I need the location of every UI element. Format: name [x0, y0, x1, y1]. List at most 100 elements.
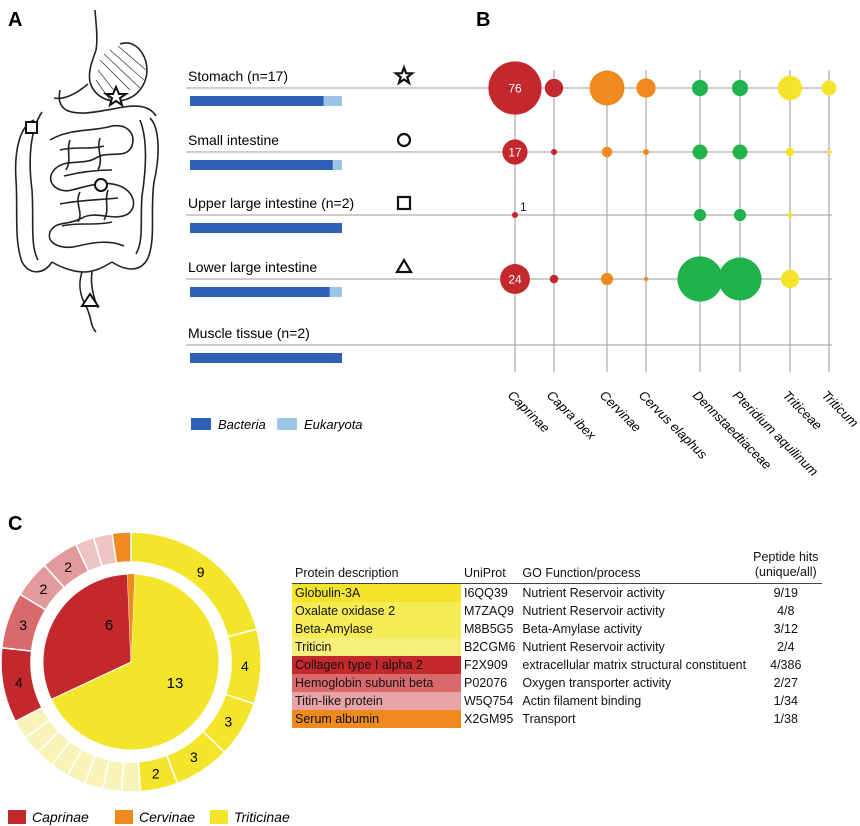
bubbles: 76 17 1 24	[488, 61, 837, 302]
protein-table: Protein description UniProt GO Function/…	[292, 550, 823, 728]
header-peptide-hits-line1: Peptide hits	[753, 550, 819, 564]
inner-slice-label: 13	[167, 675, 184, 692]
bubble	[821, 80, 837, 96]
category-label: Triticeae	[780, 388, 825, 433]
uniprot-cell: W5Q754	[464, 694, 514, 708]
bubble	[600, 272, 614, 286]
sample-label: Muscle tissue (n=2)	[188, 325, 310, 341]
outer-slice-label: 2	[152, 765, 160, 781]
sunburst-chart: 9 4 3 3 2 4 3 2 2 13 6	[0, 531, 262, 793]
digestive-tract-illustration	[14, 9, 159, 333]
sample-rows: Stomach (n=17) Small intestine Upper large…	[188, 64, 416, 363]
table-row: Serum albumin X2GM95 Transport 1/38	[292, 710, 822, 728]
legend-swatch-triticinae	[210, 810, 228, 824]
uniprot-cell: X2GM95	[464, 712, 514, 726]
peptide-hits-cell: 1/34	[773, 694, 798, 708]
category-label: Caprinae	[505, 388, 553, 436]
table-header-row: Protein description UniProt GO Function/…	[292, 550, 823, 584]
bubble	[732, 144, 748, 160]
uniprot-cell: M7ZAQ9	[464, 604, 515, 618]
peptide-hits-cell: 2/4	[777, 640, 795, 654]
legend-label-caprinae: Caprinae	[32, 809, 89, 825]
bubble	[780, 269, 800, 289]
panel-letter-a: A	[8, 9, 22, 31]
outer-slice-label: 4	[241, 658, 249, 674]
star-icon	[392, 64, 416, 86]
legend-swatch-cervinae	[115, 810, 133, 824]
go-function-cell: Transport	[522, 712, 576, 726]
uniprot-cell: B2CGM6	[464, 640, 516, 654]
sample-label: Lower large intestine	[188, 259, 317, 275]
protein-description-cell: Oxalate oxidase 2	[292, 602, 461, 620]
bubble	[785, 147, 795, 157]
stomach-hatching	[95, 45, 147, 101]
inner-slice-label: 6	[105, 617, 113, 634]
outer-slice	[120, 760, 142, 793]
bubble	[643, 276, 649, 282]
outer-slice-label: 3	[224, 713, 232, 729]
square-icon	[396, 195, 412, 211]
stomach-star-icon	[102, 84, 130, 108]
category-label: Triticum	[819, 388, 860, 431]
table-row: Beta-Amylase M8B5G5 Beta-Amylase activity 3…	[292, 620, 822, 638]
eukaryota-bar	[323, 96, 342, 106]
bubble	[549, 274, 559, 284]
panel-letter-c: C	[8, 513, 22, 535]
bubble	[550, 148, 558, 156]
pie-legend: Caprinae Cervinae Triticinae	[8, 809, 290, 825]
peptide-hits-cell: 4/386	[770, 658, 802, 672]
bubble	[488, 61, 542, 115]
legend-label-eukaryota: Eukaryota	[304, 417, 363, 432]
peptide-hits-cell: 1/38	[773, 712, 798, 726]
outer-slice-label: 2	[64, 559, 72, 575]
peptide-hits-cell: 9/19	[773, 586, 798, 600]
bubble	[787, 212, 793, 218]
peptide-hits-cell: 2/27	[773, 676, 798, 690]
bubble	[692, 144, 708, 160]
bubble	[826, 149, 832, 155]
protein-description-cell: Beta-Amylase	[292, 620, 461, 638]
legend-label-cervinae: Cervinae	[139, 809, 195, 825]
bubble	[733, 208, 747, 222]
eukaryota-bar	[332, 160, 342, 170]
inner-slice	[42, 573, 132, 700]
bubble	[691, 79, 709, 97]
bacteria-bar	[190, 287, 330, 297]
uniprot-cell: I6QQ39	[464, 586, 508, 600]
legend-label-bacteria: Bacteria	[218, 417, 266, 432]
bubble	[642, 148, 650, 156]
uniprot-cell: M8B5G5	[464, 622, 514, 636]
sample-label: Stomach (n=17)	[188, 68, 288, 84]
header-peptide-hits: Peptide hits (unique/all)	[750, 550, 823, 584]
go-function-cell: Nutrient Reservoir activity	[522, 640, 665, 654]
table-row: Globulin-3A I6QQ39 Nutrient Reservoir acti…	[292, 583, 822, 602]
outer-slice	[111, 531, 132, 564]
bubble	[544, 78, 564, 98]
illustration-markers	[25, 84, 130, 307]
bubble-value-label: 1	[520, 200, 527, 214]
small-intestine-circle-icon	[94, 178, 108, 192]
legend-label-triticinae: Triticinae	[234, 809, 290, 825]
protein-description-cell: Collagen type I alpha 2	[292, 656, 461, 674]
protein-description-cell: Triticin	[292, 638, 461, 656]
bubble-value-label: 76	[508, 82, 522, 96]
outer-slice-label: 4	[15, 675, 23, 691]
protein-description-cell: Globulin-3A	[292, 583, 461, 602]
bubble	[677, 256, 723, 302]
bubble	[731, 79, 749, 97]
outer-slice-label: 2	[39, 581, 47, 597]
outer-slice-label: 3	[19, 617, 27, 633]
peptide-hits-cell: 3/12	[773, 622, 798, 636]
go-function-cell: Oxygen transporter activity	[522, 676, 672, 690]
bubble	[589, 70, 625, 106]
protein-description-cell: Hemoglobin subunit beta	[292, 674, 461, 692]
taxon-legend: Bacteria Eukaryota	[191, 417, 363, 432]
bubble-value-label: 24	[508, 273, 522, 287]
sample-label: Small intestine	[188, 132, 279, 148]
bubble	[601, 146, 613, 158]
sample-label: Upper large intestine (n=2)	[188, 195, 354, 211]
outer-slice-label: 9	[197, 564, 205, 580]
category-label: Capra ibex	[544, 388, 599, 443]
protein-description-cell: Serum albumin	[292, 710, 461, 728]
